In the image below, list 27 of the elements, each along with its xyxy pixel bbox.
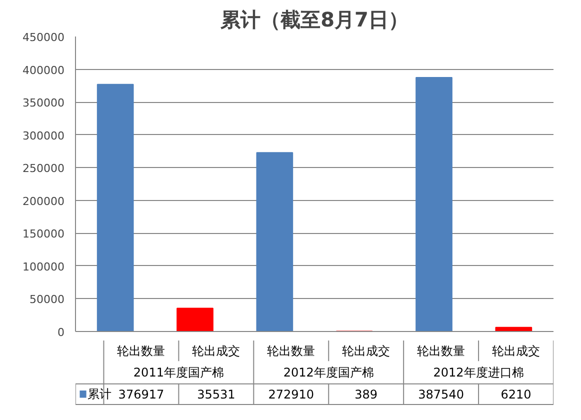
x-tick-label: 轮出数量 xyxy=(267,344,316,358)
y-tick-label: 200000 xyxy=(22,194,65,208)
y-tick-label: 300000 xyxy=(22,129,65,142)
data-label: 35531 xyxy=(197,388,236,402)
data-label: 6210 xyxy=(500,388,532,402)
y-tick-label: 50000 xyxy=(30,293,65,306)
y-tick-label: 350000 xyxy=(22,96,65,110)
text: 2011年度国产棉 xyxy=(133,365,224,380)
legend-label: 累计 xyxy=(88,387,112,402)
y-tick-label: 150000 xyxy=(22,228,65,241)
text: 2012年度国产棉 xyxy=(283,365,374,380)
y-tick-label: 100000 xyxy=(22,260,65,274)
x-tick-label: 轮出数量 xyxy=(417,344,466,358)
x-tick-label: 轮出成交 xyxy=(192,344,240,358)
data-label: 272910 xyxy=(268,388,314,402)
y-tick-label: 250000 xyxy=(22,162,65,176)
x-tick-label: 轮出成交 xyxy=(342,344,390,358)
data-label: 387540 xyxy=(418,388,464,402)
x-tick-label: 轮出数量 xyxy=(117,344,166,358)
data-label: 376917 xyxy=(118,388,164,402)
text: 2012年度进口棉 xyxy=(433,365,524,380)
y-tick-label: 0 xyxy=(58,326,64,339)
y-tick-label: 450000 xyxy=(22,31,65,44)
data-label: 389 xyxy=(354,388,378,402)
chart-title: 累计（截至8月7日） xyxy=(220,8,408,32)
y-tick-label: 400000 xyxy=(22,64,65,77)
x-tick-label: 轮出成交 xyxy=(492,344,540,358)
